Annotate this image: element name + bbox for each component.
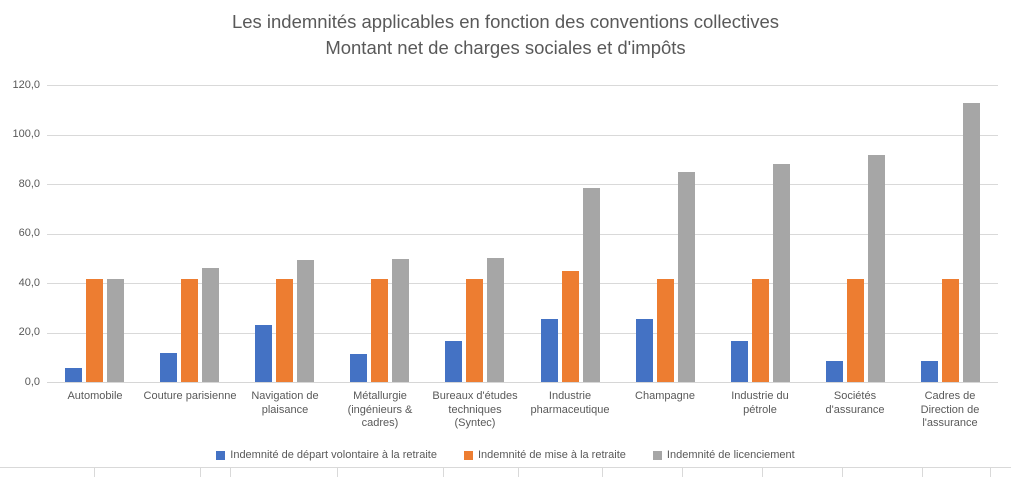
y-axis-tick-label: 100,0 — [12, 128, 40, 140]
bar[interactable] — [276, 279, 293, 382]
sheet-column-border — [602, 468, 603, 477]
x-axis-category-label: Bureaux d'études techniques (Syntec) — [432, 390, 518, 429]
legend: Indemnité de départ volontaire à la retr… — [0, 447, 1011, 463]
bar[interactable] — [466, 279, 483, 382]
bar[interactable] — [657, 279, 674, 382]
legend-label: Indemnité de départ volontaire à la retr… — [230, 449, 437, 461]
gridline — [47, 233, 998, 235]
chart-title-line2: Montant net de charges sociales et d'imp… — [325, 37, 686, 58]
sheet-column-border — [94, 468, 95, 477]
sheet-column-border — [990, 468, 991, 477]
sheet-column-border — [922, 468, 923, 477]
bar[interactable] — [541, 319, 558, 382]
bar[interactable] — [678, 172, 695, 382]
bar[interactable] — [86, 279, 103, 382]
bar[interactable] — [107, 279, 124, 382]
bar[interactable] — [921, 361, 938, 382]
bar[interactable] — [160, 353, 177, 382]
legend-item[interactable]: Indemnité de départ volontaire à la retr… — [216, 449, 437, 461]
bar[interactable] — [847, 279, 864, 382]
bar[interactable] — [963, 103, 980, 382]
legend-color-swatch — [463, 450, 473, 460]
x-axis-category-label: Métallurgie (ingénieurs & cadres) — [347, 390, 413, 429]
x-axis-category-label: Champagne — [635, 390, 695, 402]
bar[interactable] — [942, 279, 959, 382]
x-axis-category-label: Navigation de plaisance — [251, 390, 319, 416]
bar[interactable] — [65, 368, 82, 382]
bar[interactable] — [752, 279, 769, 382]
legend-label: Indemnité de licenciement — [666, 449, 795, 461]
sheet-column-border — [230, 468, 231, 477]
bar[interactable] — [773, 164, 790, 382]
bar[interactable] — [636, 319, 653, 382]
bar[interactable] — [181, 279, 198, 382]
gridline — [47, 283, 998, 284]
x-axis-category-label: Sociétés d'assurance — [825, 390, 885, 416]
y-axis-tick-label: 0,0 — [24, 375, 40, 388]
legend-label: Indemnité de mise à la retraite — [477, 449, 626, 461]
sheet-column-border — [842, 468, 843, 477]
bar[interactable] — [202, 268, 219, 382]
bar[interactable] — [255, 325, 272, 382]
sheet-column-border — [518, 468, 519, 477]
legend-color-swatch — [652, 450, 662, 460]
sheet-column-border — [682, 468, 683, 477]
legend-item[interactable]: Indemnité de mise à la retraite — [463, 449, 626, 461]
gridline — [47, 332, 998, 334]
y-axis-tick-label: 40,0 — [18, 276, 40, 289]
y-axis-tick-label: 60,0 — [18, 227, 40, 239]
sheet-row-border — [0, 467, 1011, 468]
bar[interactable] — [583, 188, 600, 382]
bar[interactable] — [731, 341, 748, 382]
bar[interactable] — [562, 271, 579, 382]
bar[interactable] — [487, 258, 504, 382]
sheet-column-border — [337, 468, 338, 477]
chart-title-line1: Les indemnités applicables en fonction d… — [231, 11, 780, 32]
sheet-column-border — [200, 468, 201, 477]
y-axis-tick-label: 120,0 — [12, 78, 40, 91]
gridline — [47, 85, 998, 86]
bar[interactable] — [868, 155, 885, 382]
x-axis-category-label: Couture parisienne — [143, 390, 237, 402]
sheet-column-border — [762, 468, 763, 477]
legend-color-swatch — [216, 450, 226, 460]
y-axis-tick-label: 80,0 — [18, 177, 40, 190]
x-axis-category-label: Automobile — [67, 390, 123, 402]
bar[interactable] — [350, 354, 367, 382]
bar[interactable] — [392, 259, 409, 382]
gridline — [47, 184, 998, 185]
x-axis-category-label: Industrie du pétrole — [731, 390, 789, 416]
y-axis-tick-label: 20,0 — [18, 326, 40, 338]
legend-item[interactable]: Indemnité de licenciement — [652, 449, 795, 461]
x-axis-category-label: Industrie pharmaceutique — [530, 390, 610, 416]
bar[interactable] — [445, 341, 462, 382]
bar[interactable] — [371, 279, 388, 382]
chart-title[interactable]: Les indemnités applicables en fonction d… — [0, 9, 1011, 61]
gridline — [47, 134, 998, 136]
sheet-column-border — [443, 468, 444, 477]
bar[interactable] — [297, 260, 314, 382]
x-axis-category-label: Cadres de Direction de l'assurance — [920, 390, 980, 429]
x-axis-baseline — [47, 382, 998, 383]
bar[interactable] — [826, 361, 843, 382]
